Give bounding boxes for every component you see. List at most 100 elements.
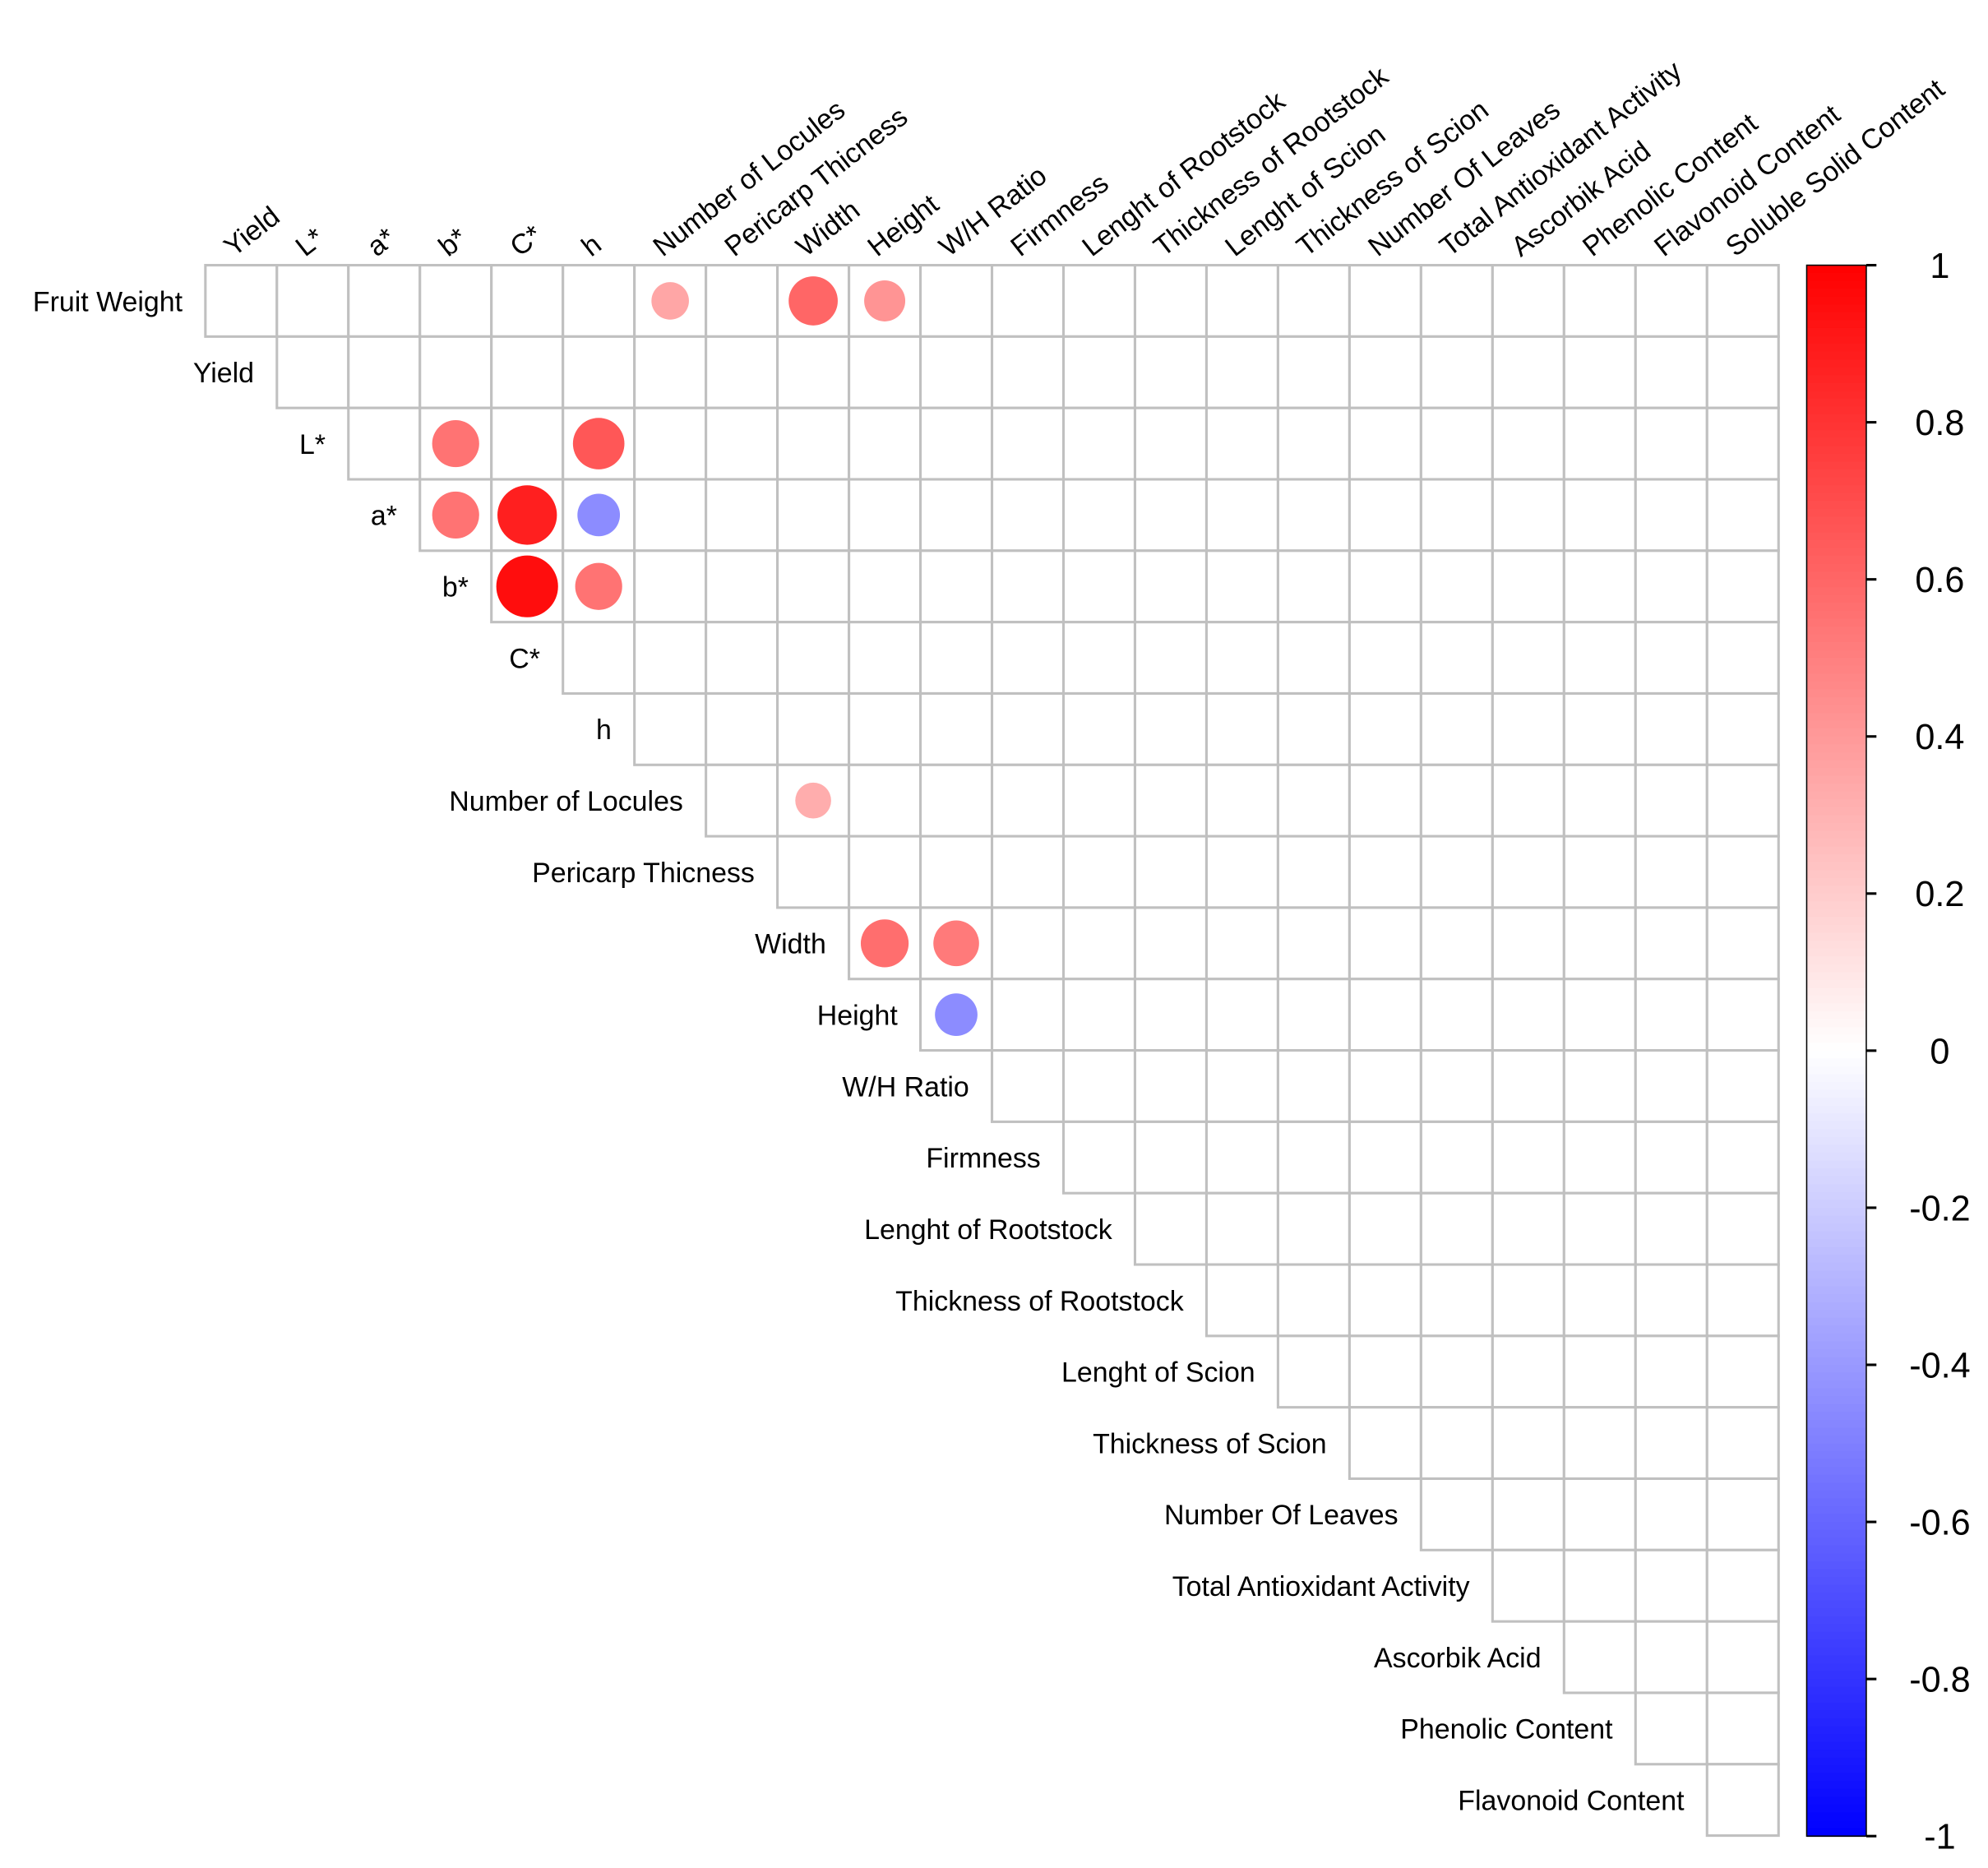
colorbar-segment (1806, 1474, 1866, 1484)
colorbar-segment (1806, 422, 1866, 432)
colorbar-segment (1806, 1631, 1866, 1641)
colorbar-segment (1806, 265, 1866, 275)
row-label: Pericarp Thicness (532, 858, 755, 889)
grid-cell (1061, 835, 1137, 909)
grid-cell (1348, 478, 1422, 553)
grid-cell (1204, 978, 1279, 1052)
colorbar-segment (1806, 1262, 1866, 1272)
colorbar-segment (1806, 1537, 1866, 1547)
colorbar-segment (1806, 1655, 1866, 1664)
colorbar-segment (1806, 1034, 1866, 1044)
grid-cell (1634, 549, 1708, 624)
grid-cell (1204, 835, 1279, 909)
circles (432, 276, 979, 1037)
colorbar-segment (1806, 1113, 1866, 1122)
colorbar-segment (1806, 1616, 1866, 1625)
grid-cell (1562, 1049, 1637, 1123)
grid-cell (633, 478, 708, 553)
colorbar-segment (1806, 367, 1866, 377)
colorbar-segment (1806, 1121, 1866, 1131)
colorbar-tick-label: -0.2 (1909, 1189, 1970, 1228)
colorbar-segment (1806, 1310, 1866, 1319)
colorbar-segment (1806, 1514, 1866, 1523)
colorbar-segment (1806, 1710, 1866, 1719)
colorbar-segment (1806, 1043, 1866, 1052)
grid-cell (1061, 1049, 1137, 1123)
grid-cell (1562, 1263, 1637, 1338)
grid-cell (848, 406, 922, 481)
grid-cell (1491, 1263, 1565, 1338)
grid-cell (1061, 763, 1137, 838)
colorbar-segment (1806, 1050, 1866, 1060)
grid-cell (1562, 1406, 1637, 1481)
colorbar-segment (1806, 508, 1866, 518)
grid-cell (1562, 621, 1637, 696)
grid-cell (1634, 1620, 1708, 1695)
grid-cell (1133, 906, 1208, 981)
colorbar-segment (1806, 1105, 1866, 1115)
colorbar-segment (1806, 548, 1866, 557)
grid-cell (1204, 478, 1279, 553)
grid-cell (1634, 691, 1708, 766)
colorbar-segment (1806, 273, 1866, 282)
grid-cell (1348, 691, 1422, 766)
correlation-circle (933, 920, 979, 967)
grid-cell (1204, 1191, 1279, 1266)
colorbar-segment (1806, 501, 1866, 510)
colorbar-tick-label: 0.6 (1915, 561, 1964, 600)
grid-cell (919, 406, 994, 481)
row-label: Ascorbik Acid (1374, 1643, 1542, 1674)
colorbar-segment (1806, 854, 1866, 863)
grid-cell (1634, 406, 1708, 481)
colorbar-segment (1806, 461, 1866, 470)
colorbar-segment (1806, 634, 1866, 644)
grid-cell (1348, 1263, 1422, 1338)
grid-cell (1133, 763, 1208, 838)
grid-cell (633, 549, 708, 624)
grid-cell (1348, 1120, 1422, 1195)
colorbar-segment (1806, 563, 1866, 573)
grid-cell (705, 691, 779, 766)
grid-cell (1491, 906, 1565, 981)
grid-cell (1491, 691, 1565, 766)
grid-cell (1204, 1263, 1279, 1338)
colorbar-segment (1806, 713, 1866, 722)
correlation-circle (497, 485, 557, 545)
grid-cell (1061, 549, 1137, 624)
colorbar-segment (1806, 1459, 1866, 1468)
colorbar-segment (1806, 1003, 1866, 1013)
colorbar-segment (1806, 1686, 1866, 1696)
colorbar-segment (1806, 1200, 1866, 1209)
colorbar-segment (1806, 532, 1866, 541)
colorbar-segment (1806, 1286, 1866, 1295)
grid-cell (848, 835, 922, 909)
grid-cell (1419, 1334, 1494, 1409)
row-label: C* (509, 643, 540, 674)
grid-cell (919, 478, 994, 553)
column-label: Height (862, 188, 945, 263)
grid-cell (1348, 1406, 1422, 1481)
colorbar-segment (1806, 1317, 1866, 1327)
grid-cell (1419, 763, 1494, 838)
grid-cell (990, 835, 1066, 909)
grid-cell (1061, 264, 1137, 338)
colorbar-segment (1806, 391, 1866, 400)
grid-cell (848, 549, 922, 624)
grid-cell (1133, 335, 1208, 409)
colorbar-tick-label: 0.4 (1915, 718, 1964, 757)
colorbar-segment (1806, 870, 1866, 879)
grid-cell (1491, 1406, 1565, 1481)
grid-cell (1276, 478, 1351, 553)
grid-cell (776, 406, 851, 481)
colorbar-segment (1806, 1396, 1866, 1405)
grid-cell (562, 621, 636, 696)
colorbar-segment (1806, 398, 1866, 408)
colorbar-segment (1806, 767, 1866, 777)
grid-cell (1276, 1049, 1351, 1123)
colorbar-segment (1806, 948, 1866, 958)
grid-cell (776, 335, 851, 409)
correlation-circle (795, 782, 831, 819)
grid-cell (418, 264, 493, 338)
colorbar-segment (1806, 1302, 1866, 1311)
colorbar-segment (1806, 1757, 1866, 1767)
